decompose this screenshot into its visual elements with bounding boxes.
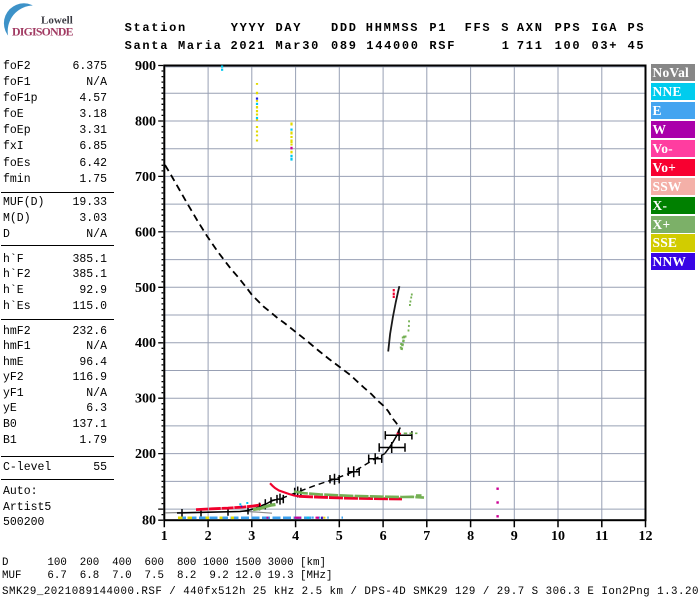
- svg-text:900: 900: [135, 59, 156, 74]
- svg-text:12: 12: [639, 529, 653, 544]
- svg-text:500: 500: [135, 281, 156, 296]
- svg-text:700: 700: [135, 170, 156, 185]
- svg-text:4: 4: [292, 529, 299, 544]
- svg-text:80: 80: [142, 514, 156, 529]
- svg-text:6: 6: [380, 529, 387, 544]
- svg-text:800: 800: [135, 115, 156, 130]
- svg-text:3: 3: [248, 529, 255, 544]
- svg-text:Lowell: Lowell: [41, 15, 73, 27]
- svg-text:200: 200: [135, 447, 156, 462]
- svg-text:10: 10: [551, 529, 565, 544]
- svg-text:400: 400: [135, 336, 156, 351]
- svg-text:2: 2: [205, 529, 212, 544]
- svg-text:8: 8: [467, 529, 474, 544]
- svg-text:600: 600: [135, 225, 156, 240]
- svg-text:9: 9: [511, 529, 518, 544]
- svg-text:DIGISONDE: DIGISONDE: [12, 25, 74, 39]
- svg-text:1: 1: [161, 529, 168, 544]
- svg-text:7: 7: [423, 529, 430, 544]
- svg-text:5: 5: [336, 529, 343, 544]
- svg-text:300: 300: [135, 392, 156, 407]
- svg-text:11: 11: [595, 529, 608, 544]
